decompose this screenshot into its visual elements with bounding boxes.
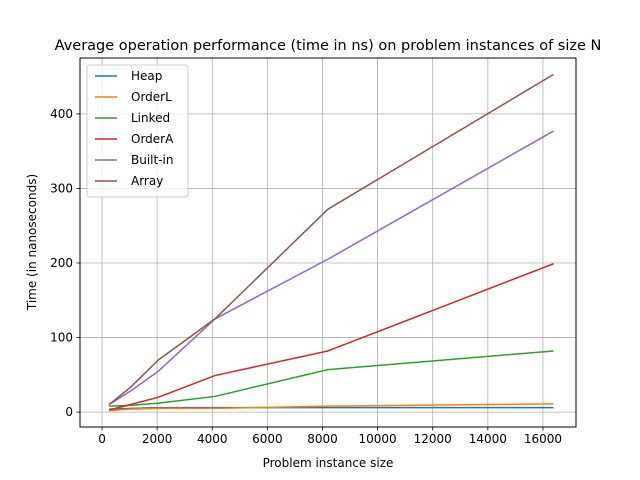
grid <box>80 58 576 427</box>
legend-label-heap: Heap <box>131 69 162 83</box>
legend-label-linked: Linked <box>131 111 170 125</box>
y-tick-label: 400 <box>50 107 73 121</box>
y-tick-label: 100 <box>50 331 73 345</box>
legend-label-built-in: Built-in <box>131 153 173 167</box>
legend-label-ordera: OrderA <box>131 132 174 146</box>
series-line-array <box>108 73 554 406</box>
x-tick-label: 10000 <box>359 432 397 446</box>
x-tick-label: 16000 <box>524 432 562 446</box>
legend: Heap OrderL Linked OrderA Built-in Array <box>86 64 189 198</box>
x-axis-label: Problem instance size <box>263 456 394 470</box>
y-tick-label: 200 <box>50 256 73 270</box>
legend-label-orderl: OrderL <box>131 90 172 104</box>
series-line-ordera <box>108 263 554 411</box>
y-axis-ticks: 0 100 200 300 400 <box>50 107 80 419</box>
x-axis-ticks: 0 2000 4000 6000 8000 10000 12000 14000 16000 <box>98 427 562 446</box>
y-tick-label: 0 <box>65 405 73 419</box>
legend-box <box>86 64 189 198</box>
x-tick-label: 12000 <box>414 432 452 446</box>
series-line-linked <box>109 350 554 407</box>
series-lines <box>108 73 554 412</box>
x-tick-label: 4000 <box>197 432 228 446</box>
legend-label-array: Array <box>131 174 163 188</box>
x-tick-label: 2000 <box>142 432 173 446</box>
x-tick-label: 14000 <box>469 432 507 446</box>
chart-title: Average operation performance (time in n… <box>55 38 602 54</box>
series-line-built-in <box>108 130 554 406</box>
y-tick-label: 300 <box>50 181 73 195</box>
plot-area-frame <box>79 57 577 428</box>
x-tick-label: 0 <box>98 432 106 446</box>
x-tick-label: 8000 <box>307 432 338 446</box>
x-tick-label: 6000 <box>252 432 283 446</box>
y-axis-label: Time (in nanoseconds) <box>25 174 39 311</box>
series-line-orderl <box>109 403 554 412</box>
